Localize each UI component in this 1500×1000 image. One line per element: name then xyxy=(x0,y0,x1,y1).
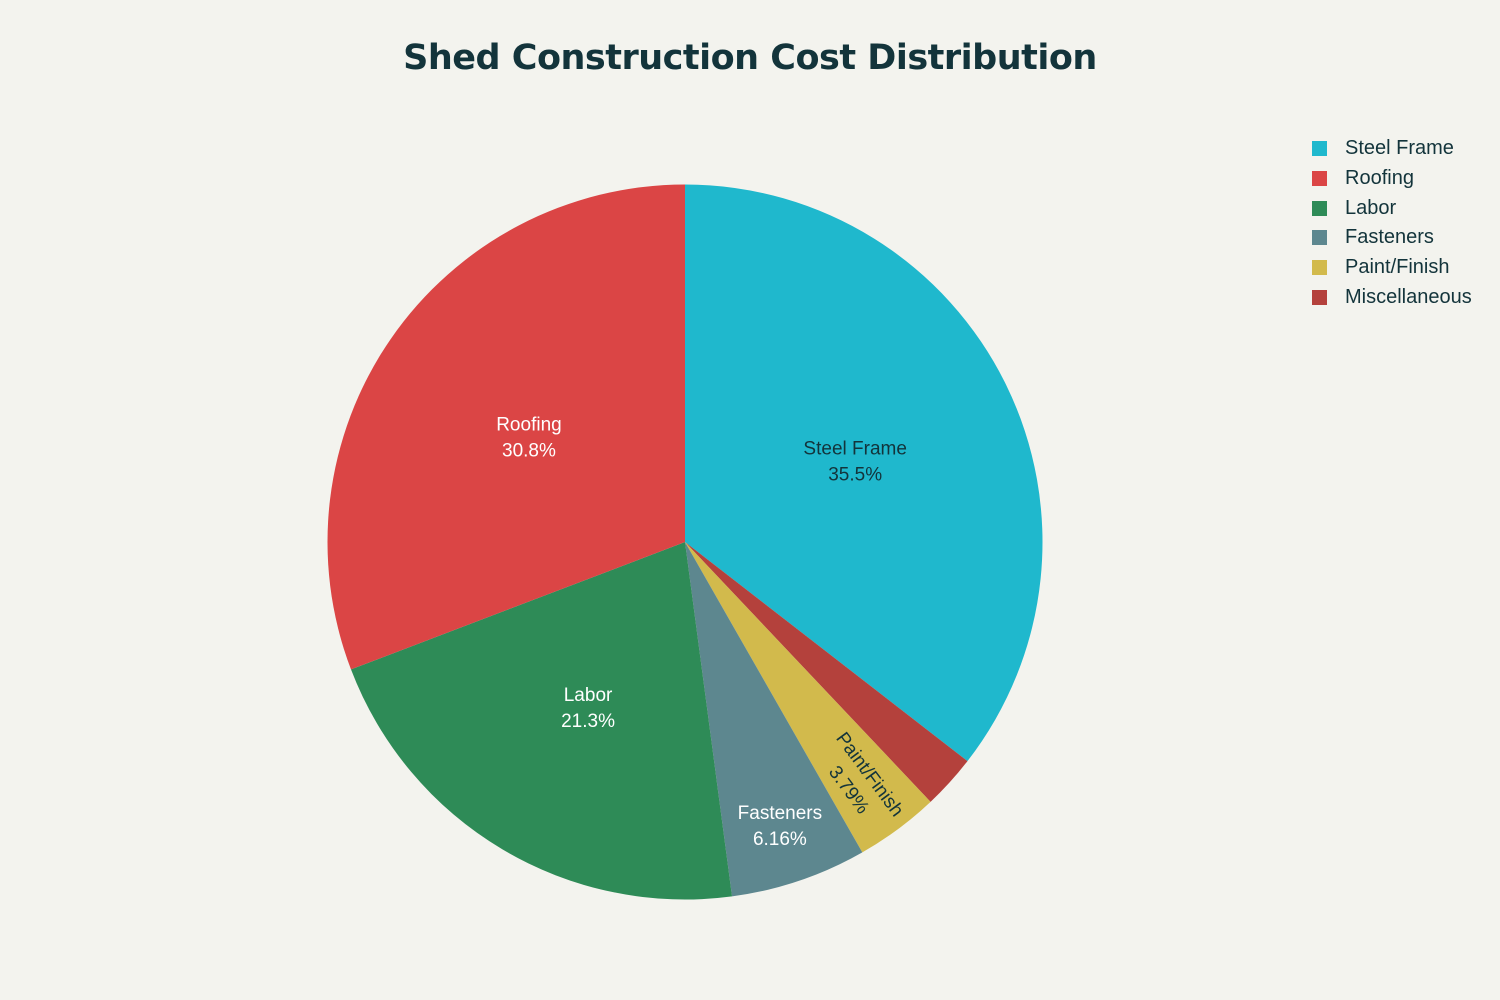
pie-slice-paint-finish[interactable] xyxy=(685,542,931,853)
slice-label: Labor 21.3% xyxy=(561,685,615,732)
slice-label-name: Roofing xyxy=(496,415,562,436)
legend-swatch xyxy=(1312,141,1327,157)
legend-swatch xyxy=(1312,289,1327,305)
legend-label: Steel Frame xyxy=(1345,137,1454,160)
slice-label-percent: 6.16% xyxy=(753,829,807,850)
legend-label: Paint/Finish xyxy=(1345,256,1450,279)
legend-item[interactable]: Steel Frame xyxy=(1312,134,1472,164)
legend-item[interactable]: Fasteners xyxy=(1312,223,1472,253)
legend-item[interactable]: Roofing xyxy=(1312,164,1472,194)
slice-label: Roofing 30.8% xyxy=(496,415,562,462)
legend-swatch xyxy=(1312,230,1327,246)
legend-label: Roofing xyxy=(1345,167,1414,190)
slice-label: Steel Frame 35.5% xyxy=(803,439,906,486)
pie-slice-roofing[interactable] xyxy=(327,184,686,670)
legend-swatch xyxy=(1312,200,1327,216)
slice-label-percent: 35.5% xyxy=(828,465,882,486)
slice-label: Fasteners 6.16% xyxy=(738,803,822,850)
slice-label-name: Fasteners xyxy=(738,803,822,824)
legend-label: Labor xyxy=(1345,196,1397,219)
legend-label: Miscellaneous xyxy=(1345,285,1472,308)
chart-title: Shed Construction Cost Distribution xyxy=(403,38,1097,78)
legend-item[interactable]: Labor xyxy=(1312,193,1472,223)
pie-slice-labor[interactable] xyxy=(350,542,733,900)
pie-slice-fasteners[interactable] xyxy=(685,542,863,897)
slice-label-percent: 30.8% xyxy=(502,441,556,462)
legend-item[interactable]: Paint/Finish xyxy=(1312,253,1472,283)
slice-label-name: Labor xyxy=(564,685,613,706)
slice-label-percent: 21.3% xyxy=(561,711,615,732)
legend: Steel Frame Roofing Labor Fasteners Paint/Fi… xyxy=(1312,134,1472,312)
slice-label-name: Steel Frame xyxy=(803,439,906,460)
legend-label: Fasteners xyxy=(1345,226,1434,249)
pie-slice-steel-frame[interactable] xyxy=(685,184,1043,762)
pie-slice-miscellaneous[interactable] xyxy=(685,542,968,802)
legend-swatch xyxy=(1312,260,1327,276)
legend-swatch xyxy=(1312,171,1327,187)
legend-item[interactable]: Miscellaneous xyxy=(1312,282,1472,312)
